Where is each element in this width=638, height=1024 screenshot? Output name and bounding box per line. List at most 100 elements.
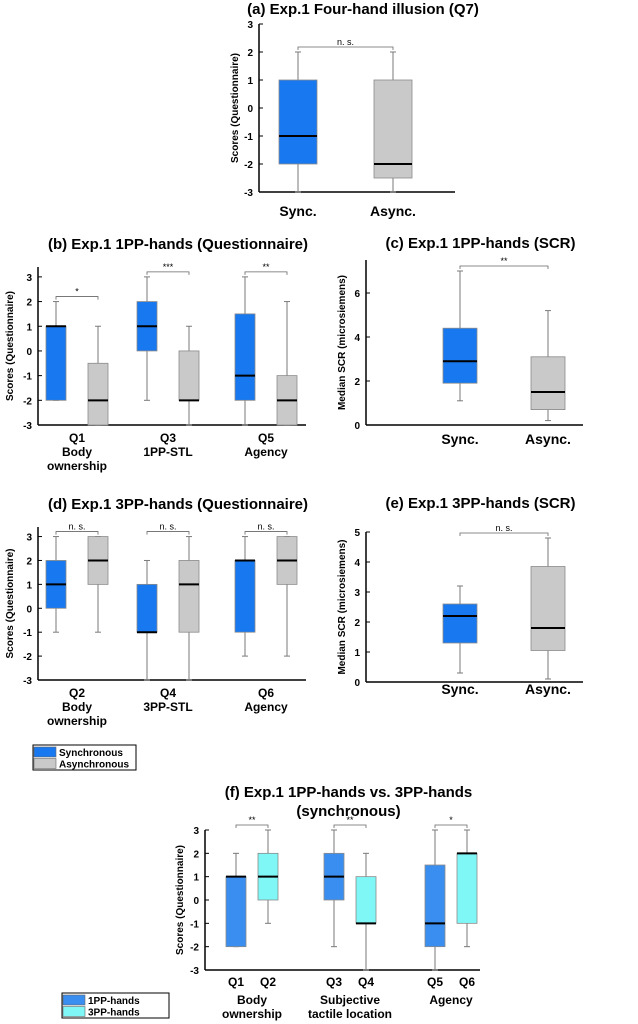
y-tick-label: 2	[193, 849, 199, 860]
y-tick-label: -3	[23, 421, 32, 432]
box-label: Q3	[326, 975, 342, 989]
y-tick-label: 2	[26, 556, 32, 567]
box	[278, 79, 318, 165]
box-hands3pp	[456, 829, 478, 948]
box-label: Q4	[358, 975, 374, 989]
significance-bracket	[459, 265, 549, 269]
significance-bracket	[297, 46, 394, 50]
box-label: Q1	[228, 975, 244, 989]
category-label: Q5	[258, 431, 274, 445]
y-tick-label: -3	[23, 676, 32, 687]
y-tick-label: 3	[26, 273, 32, 284]
significance-bracket	[146, 531, 190, 535]
y-tick-label: 3	[26, 533, 32, 544]
box-hands3pp	[257, 829, 279, 924]
panel-label: (c)	[385, 235, 408, 252]
y-tick-label: -1	[190, 919, 199, 930]
y-tick-label: 0	[26, 604, 32, 615]
box-sync	[234, 536, 256, 657]
panel-d: (d) Exp.1 3PP-hands (Questionnaire) 3 2 1 0 -…	[5, 496, 308, 728]
box-label: Q5	[427, 975, 443, 989]
category-label: Body	[237, 993, 267, 1007]
significance-label: **	[346, 815, 354, 825]
chart-title: (c) Exp.1 1PP-hands (SCR)	[385, 235, 575, 252]
y-axis-label: Median SCR (microsiemens)	[337, 539, 348, 674]
box-hands1pp	[225, 852, 247, 948]
category-label: tactile location	[308, 1007, 392, 1021]
significance-bracket	[333, 824, 367, 828]
chart-title: (b) Exp.1 1PP-hands (Questionnaire)	[48, 236, 308, 253]
box-label: Q2	[260, 975, 276, 989]
box-sync	[278, 51, 318, 193]
title-text: Exp.1 1PP-hands (SCR)	[408, 235, 576, 252]
box	[45, 325, 67, 401]
y-tick-label: 5	[354, 528, 360, 539]
y-tick-label: 4	[354, 333, 360, 344]
panel-f: (f) Exp.1 1PP-hands vs. 3PP-hands (synchr…	[175, 784, 480, 1021]
category-label: Sync.	[441, 681, 478, 697]
panel-label: (f)	[225, 784, 244, 801]
panel-b: (b) Exp.1 1PP-hands (Questionnaire) 3 2 1 0 -…	[5, 236, 308, 473]
box-async	[178, 536, 200, 681]
significance-bracket	[434, 824, 468, 828]
box-async	[178, 325, 200, 426]
category-label: Agency	[429, 993, 473, 1007]
box	[234, 313, 256, 401]
y-tick-label: -1	[23, 372, 32, 383]
y-tick-label: 0	[354, 678, 360, 689]
chart-title: (d) Exp.1 3PP-hands (Questionnaire)	[48, 496, 308, 513]
box-async	[373, 51, 413, 193]
category-label: ownership	[47, 459, 107, 473]
y-tick-label: 6	[354, 289, 360, 300]
box-async	[530, 537, 566, 680]
y-tick-label: 0	[247, 104, 253, 115]
box-async	[87, 536, 109, 633]
legend-frame	[32, 744, 137, 771]
category-label: Subjective	[320, 993, 380, 1007]
category-label: 3PP-STL	[143, 700, 192, 714]
chart-title: (synchronous)	[296, 803, 400, 820]
legend-label: Asynchronous	[59, 760, 129, 771]
box	[424, 864, 446, 948]
significance-label: **	[248, 815, 256, 825]
y-tick-label: -1	[244, 132, 253, 143]
y-axis-label: Scores (Questionnaire)	[230, 53, 241, 163]
box-sync	[45, 301, 67, 401]
panel-c: (c) Exp.1 1PP-hands (SCR) 6 4 2 0 Median SCR …	[337, 235, 583, 447]
y-tick-label: 1	[247, 76, 253, 87]
category-label: Q4	[160, 686, 176, 700]
y-tick-label: 3	[193, 826, 199, 837]
box	[442, 327, 478, 384]
category-label: 1PP-STL	[143, 445, 192, 459]
box	[136, 583, 158, 633]
y-tick-label: 2	[354, 377, 360, 388]
significance-label: n. s.	[159, 522, 176, 532]
y-tick-label: -1	[23, 628, 32, 639]
significance-label: n. s.	[337, 37, 354, 47]
box	[530, 566, 566, 651]
chart-title: (a) Exp.1 Four-hand illusion (Q7)	[247, 1, 479, 18]
box	[355, 876, 377, 924]
box	[373, 79, 413, 179]
box-hands1pp	[424, 829, 446, 971]
significance-label: n. s.	[495, 523, 512, 533]
box-sync	[136, 276, 158, 401]
box-sync	[136, 559, 158, 681]
box-async	[87, 325, 109, 426]
box-async	[276, 536, 298, 657]
box-sync	[442, 270, 478, 402]
legend-swatch	[33, 746, 57, 758]
significance-label: n. s.	[257, 522, 274, 532]
y-tick-label: 2	[247, 48, 253, 59]
chart-title: (e) Exp.1 3PP-hands (SCR)	[385, 495, 575, 512]
panel-e: (e) Exp.1 3PP-hands (SCR) 5 4 3 2 1 0 Median SC…	[337, 495, 583, 697]
y-tick-label: -2	[23, 396, 32, 407]
category-label: Agency	[244, 445, 288, 459]
significance-bracket	[146, 271, 190, 275]
y-tick-label: 1	[26, 322, 32, 333]
significance-label: *	[449, 815, 453, 825]
box	[530, 356, 566, 410]
box-sync	[234, 276, 256, 426]
